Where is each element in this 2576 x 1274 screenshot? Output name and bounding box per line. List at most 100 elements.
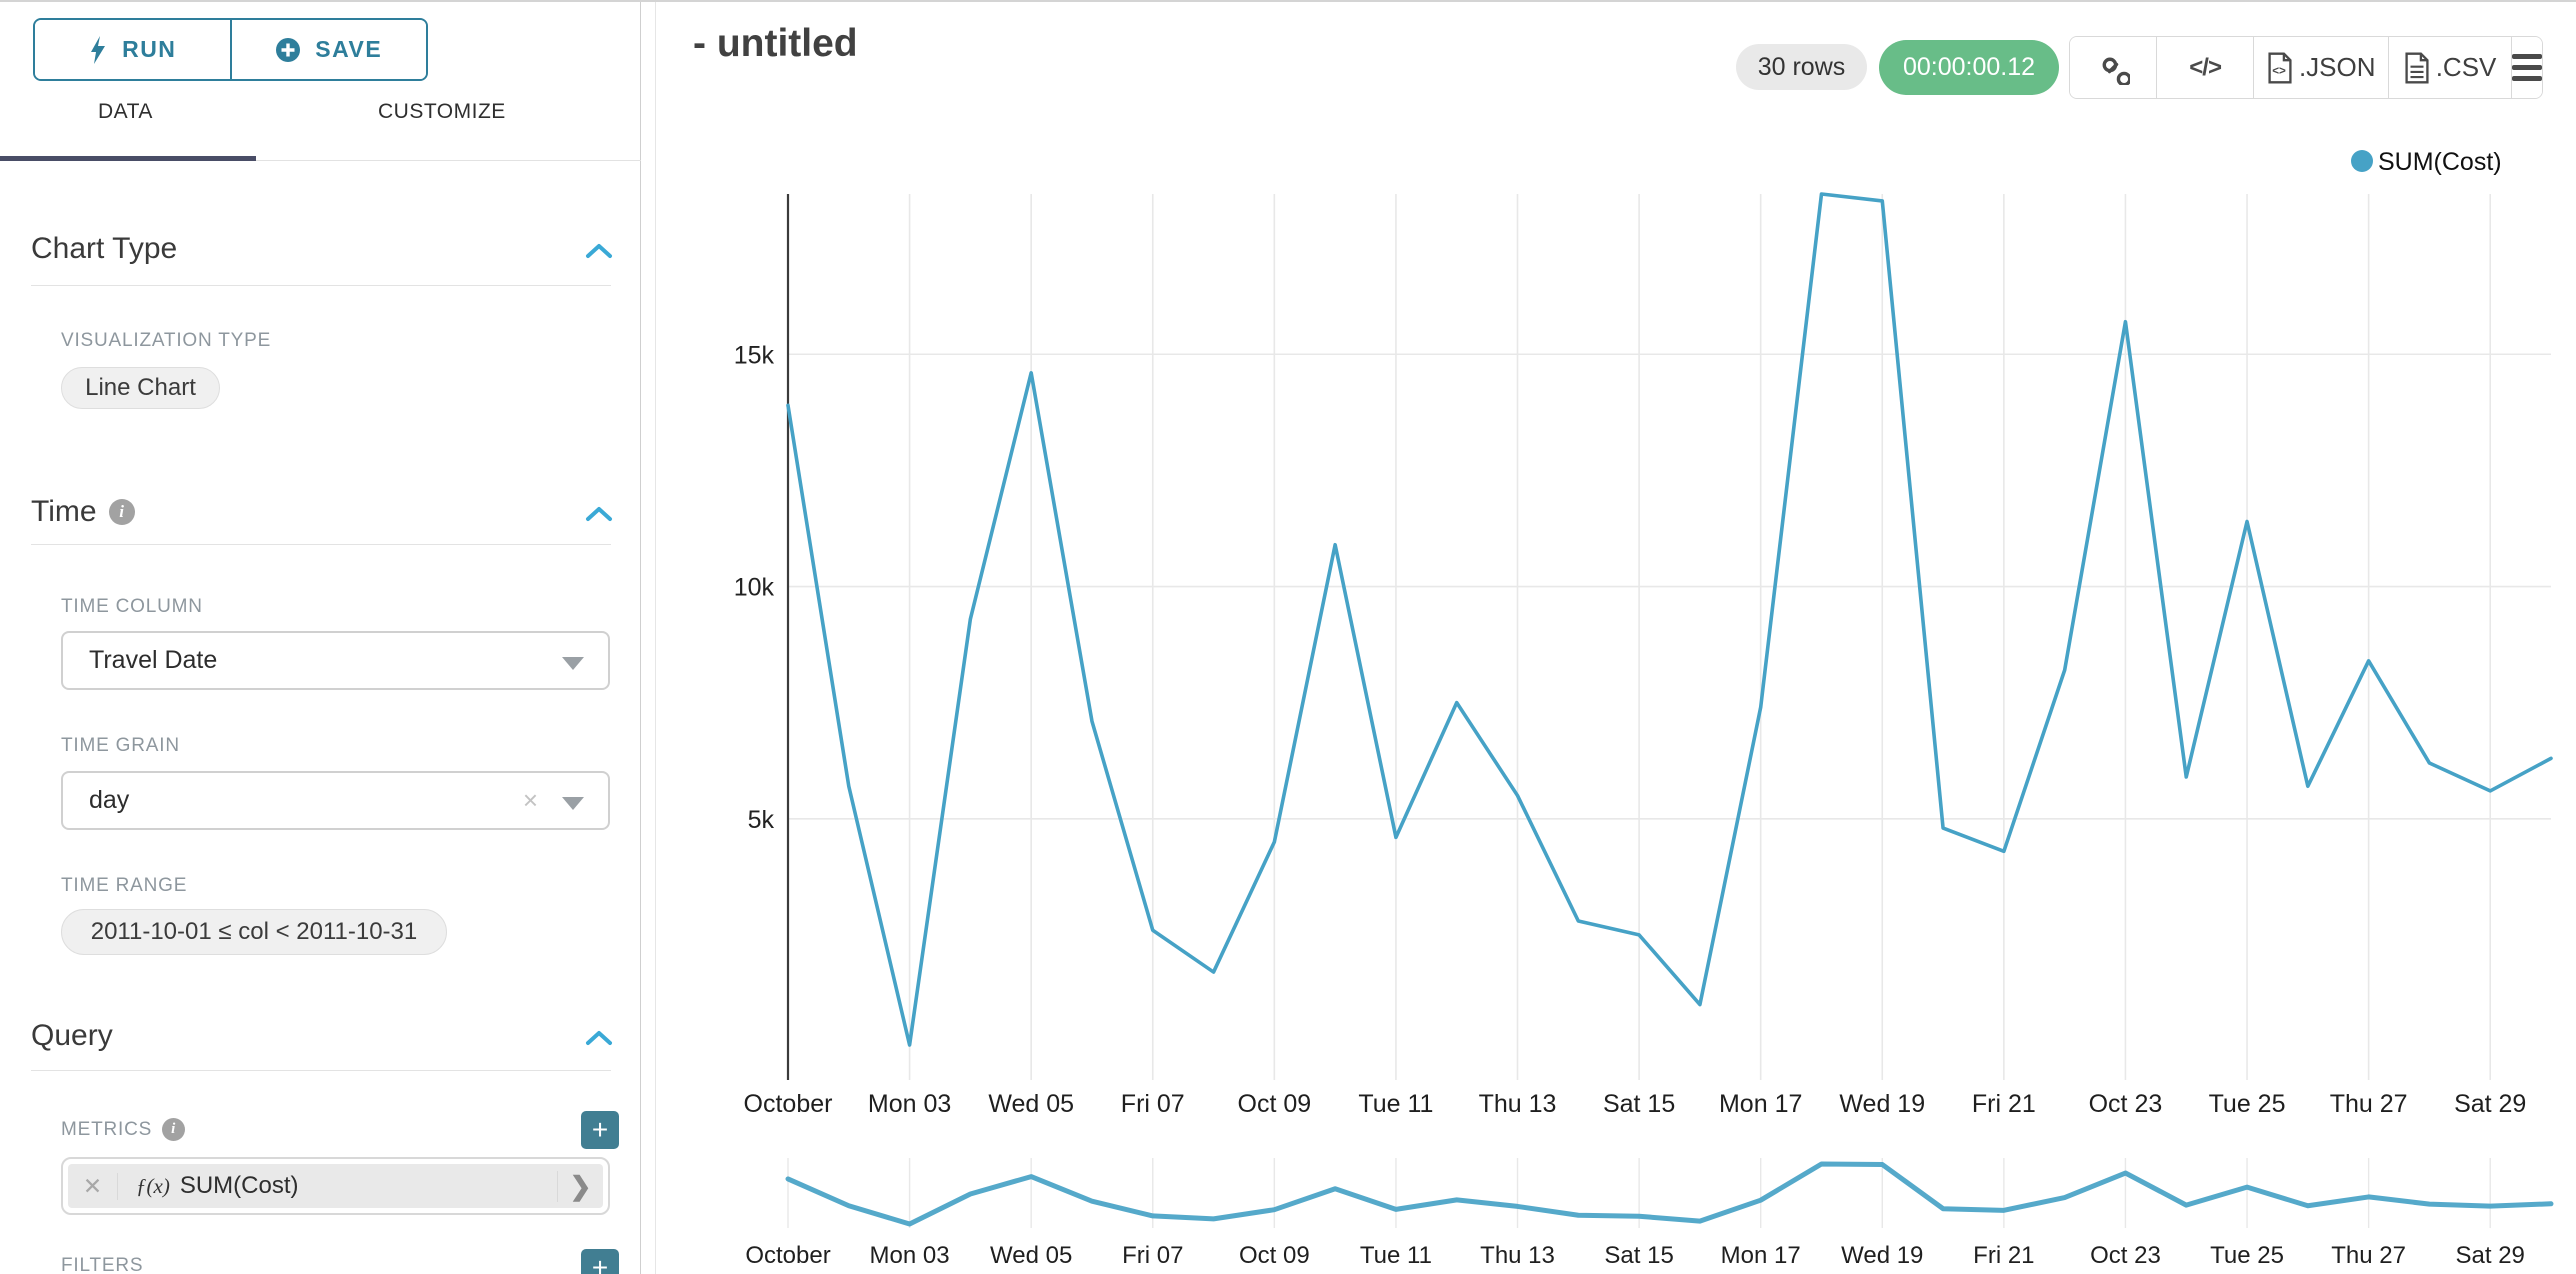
time-range-label: TIME RANGE [61,875,187,897]
main-line-series [786,192,2553,1047]
mini-x-tick-label: Sat 29 [2456,1242,2525,1269]
bolt-icon [91,35,106,64]
section-query-heading: Query [31,1019,113,1053]
export-csv-button[interactable]: .CSV [2388,37,2511,98]
remove-metric-icon[interactable]: ✕ [68,1172,118,1200]
chevron-down-icon [562,797,584,810]
mini-x-tick-label: October [745,1242,830,1269]
mini-x-tick-label: Thu 13 [1480,1242,1555,1269]
add-filter-button[interactable]: + [581,1249,619,1274]
divider [31,1070,611,1071]
row-count-badge: 30 rows [1736,44,1867,90]
sidebar-tabs: DATA CUSTOMIZE [0,94,641,161]
collapse-query-icon[interactable] [585,1029,613,1047]
line-chart[interactable]: 5k 10k 15k October Mon 03 Wed 05 Fri 07 Oct 09 T… [656,122,2576,1274]
chart-menu-button[interactable] [2511,37,2542,98]
control-panel-sidebar: RUN SAVE DATA CUSTOMIZE Chart Type VISUA [0,2,641,1274]
section-chart-type-heading: Chart Type [31,232,177,266]
viz-type-value: Line Chart [85,374,196,401]
filters-label: FILTERS [61,1255,143,1274]
x-tick-label: Thu 27 [2330,1090,2408,1118]
filters-label-text: FILTERS [61,1255,144,1274]
mini-x-tick-label: Mon 17 [1721,1242,1801,1269]
mini-x-tick-label: Tue 11 [1360,1242,1432,1269]
expand-metric-icon[interactable]: ❯ [557,1170,603,1202]
x-tick-label: Wed 19 [1839,1090,1925,1118]
mini-x-tick-label: Wed 05 [990,1242,1072,1269]
x-tick-label: Oct 09 [1238,1090,1312,1118]
add-metric-button[interactable]: + [581,1111,619,1149]
x-tick-label: Tue 11 [1358,1090,1433,1118]
svg-text:<>: <> [2272,64,2286,77]
time-column-select[interactable]: Travel Date [61,631,610,690]
metric-pill[interactable]: ✕ ƒ(x) SUM(Cost) ❯ [68,1164,603,1208]
run-button[interactable]: RUN [35,20,232,79]
divider [31,544,611,545]
save-button[interactable]: SAVE [231,20,426,79]
code-icon: </> [2189,53,2222,81]
divider [31,285,611,286]
x-tick-label: Mon 17 [1719,1090,1802,1118]
collapse-chart-type-icon[interactable] [585,242,613,260]
time-grain-label: TIME GRAIN [61,735,180,757]
export-json-button[interactable]: <> .JSON [2253,37,2389,98]
legend-label[interactable]: SUM(Cost) [2378,148,2502,176]
time-heading-label: Time [31,495,97,528]
export-toolbar: </> <> .JSON .CSV [2069,36,2543,99]
metrics-label: METRICS i [61,1118,186,1141]
mini-x-tick-label: Fri 07 [1122,1242,1183,1269]
json-label: .JSON [2298,52,2376,82]
mini-x-tick-label: Oct 23 [2090,1242,2161,1269]
tab-customize[interactable]: CUSTOMIZE [378,100,506,123]
time-grain-value: day [89,786,130,814]
legend-dot[interactable] [2351,150,2373,172]
chart-panel: - untitled 30 rows 00:00:00.12 </> [655,2,2576,1274]
mini-x-tick-label: Sat 15 [1604,1242,1673,1269]
time-column-value: Travel Date [89,646,218,674]
mini-x-tick-label: Thu 27 [2331,1242,2406,1269]
x-tick-label: Tue 25 [2209,1090,2286,1118]
info-icon[interactable]: i [108,499,135,525]
y-tick-label: 10k [734,574,775,602]
x-tick-label: Oct 23 [2089,1090,2163,1118]
tab-data[interactable]: DATA [98,100,153,123]
time-column-label: TIME COLUMN [61,596,203,618]
x-tick-label: Fri 07 [1121,1090,1185,1118]
share-link-button[interactable] [2070,37,2156,98]
x-tick-label: Mon 03 [868,1090,951,1118]
x-tick-label: Wed 05 [988,1090,1074,1118]
plus-circle-icon [276,37,301,62]
view-query-button[interactable]: </> [2155,37,2254,98]
hamburger-icon [2512,54,2542,81]
collapse-time-icon[interactable] [585,505,613,523]
query-actions: RUN SAVE [33,18,428,81]
mini-x-tick-label: Oct 09 [1239,1242,1310,1269]
page-title[interactable]: - untitled [693,22,858,65]
metrics-label-text: METRICS [61,1118,153,1140]
viz-type-value-pill[interactable]: Line Chart [61,367,220,409]
mini-x-tick-label: Fri 21 [1973,1242,2034,1269]
time-grain-select[interactable]: day × [61,771,610,830]
time-grain-label-text: TIME GRAIN [61,735,180,756]
time-column-label-text: TIME COLUMN [61,596,203,617]
viz-type-label: VISUALIZATION TYPE [61,330,271,352]
chevron-down-icon [562,657,584,670]
time-range-label-text: TIME RANGE [61,875,188,896]
x-tick-label: Thu 13 [1479,1090,1557,1118]
query-heading-label: Query [31,1019,113,1052]
clear-icon[interactable]: × [522,785,538,815]
time-range-value-pill[interactable]: 2011-10-01 ≤ col < 2011-10-31 [61,909,447,955]
x-tick-label: Sat 29 [2454,1090,2526,1118]
mini-line-series[interactable] [785,1161,2554,1227]
csv-file-icon [2405,52,2429,83]
y-tick-label: 15k [734,341,775,369]
save-button-label: SAVE [315,36,383,62]
time-range-value: 2011-10-01 ≤ col < 2011-10-31 [90,918,418,945]
csv-label: .CSV [2435,52,2497,82]
x-tick-label: Sat 15 [1603,1090,1675,1118]
info-icon[interactable]: i [162,1118,186,1141]
x-tick-label: October [744,1090,833,1118]
section-time-heading: Time i [31,495,135,529]
mini-x-tick-label: Mon 03 [870,1242,950,1269]
